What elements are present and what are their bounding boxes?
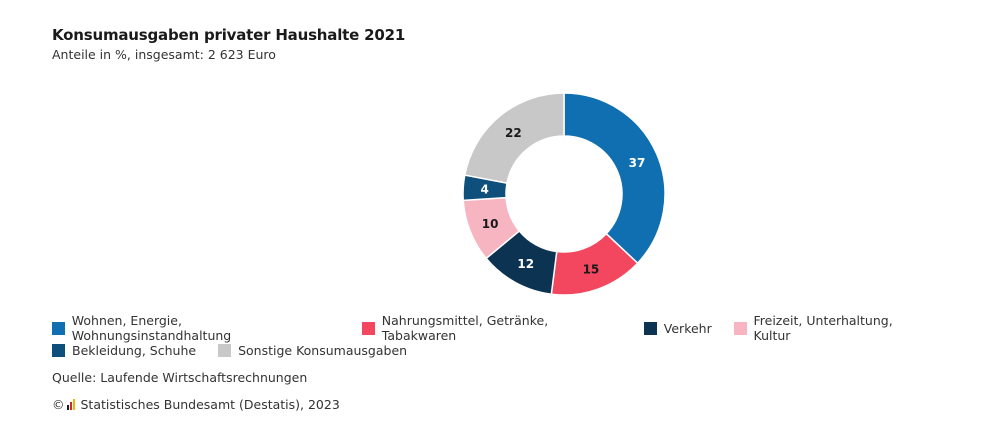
donut-slice: [463, 92, 565, 185]
legend-item: Wohnen, Energie, Wohnungsinstandhaltung: [52, 313, 340, 343]
slice-value-label: 22: [505, 126, 522, 140]
legend-swatch: [362, 321, 375, 335]
legend-swatch: [218, 343, 232, 357]
chart-subtitle: Anteile in %, insgesamt: 2 623 Euro: [52, 47, 276, 62]
legend-label: Wohnen, Energie, Wohnungsinstandhaltung: [71, 313, 232, 343]
donut-slice: [563, 92, 666, 265]
copyright-symbol: ©: [52, 397, 65, 412]
legend-item: Freizeit, Unterhaltung, Kultur: [733, 313, 930, 343]
source-note: Quelle: Laufende Wirtschaftsrechnungen: [52, 370, 308, 385]
slice-value-label: 12: [517, 257, 534, 271]
legend-row: Wohnen, Energie, Wohnungsinstandhaltung N…: [52, 313, 952, 343]
chart-title: Konsumausgaben privater Haushalte 2021: [52, 26, 406, 44]
legend-swatch: [52, 343, 65, 357]
slice-value-label: 4: [480, 183, 488, 197]
legend-item: Bekleidung, Schuhe: [52, 343, 196, 358]
copyright-line: © Statistisches Bundesamt (Destatis), 20…: [52, 397, 340, 412]
legend-label: Sonstige Konsumausgaben: [238, 342, 408, 358]
legend-label: Bekleidung, Schuhe: [72, 342, 197, 358]
slice-value-label: 15: [583, 262, 600, 276]
legend-label: Freizeit, Unterhaltung, Kultur: [753, 313, 893, 343]
chart-legend: Wohnen, Energie, Wohnungsinstandhaltung N…: [52, 313, 952, 362]
donut-chart: 37 15 12 10 4 22: [462, 92, 666, 296]
destatis-logo-icon: [66, 399, 76, 410]
slice-value-label: 37: [629, 156, 646, 170]
legend-item: Sonstige Konsumausgaben: [218, 343, 407, 358]
logo-bar: [69, 402, 72, 410]
legend-swatch: [643, 321, 657, 335]
legend-item: Nahrungsmittel, Getränke, Tabakwaren: [362, 313, 622, 343]
slice-value-label: 10: [482, 217, 499, 231]
legend-swatch: [52, 321, 65, 335]
logo-bar: [66, 405, 69, 410]
legend-label: Nahrungsmittel, Getränke, Tabakwaren: [381, 313, 549, 343]
logo-bar: [72, 399, 75, 410]
legend-swatch: [733, 321, 747, 335]
legend-item: Verkehr: [643, 320, 712, 336]
copyright-text: Statistisches Bundesamt (Destatis), 2023: [80, 397, 340, 412]
legend-row: Bekleidung, Schuhe Sonstige Konsumausgabe…: [52, 340, 952, 360]
legend-label: Verkehr: [663, 320, 712, 336]
